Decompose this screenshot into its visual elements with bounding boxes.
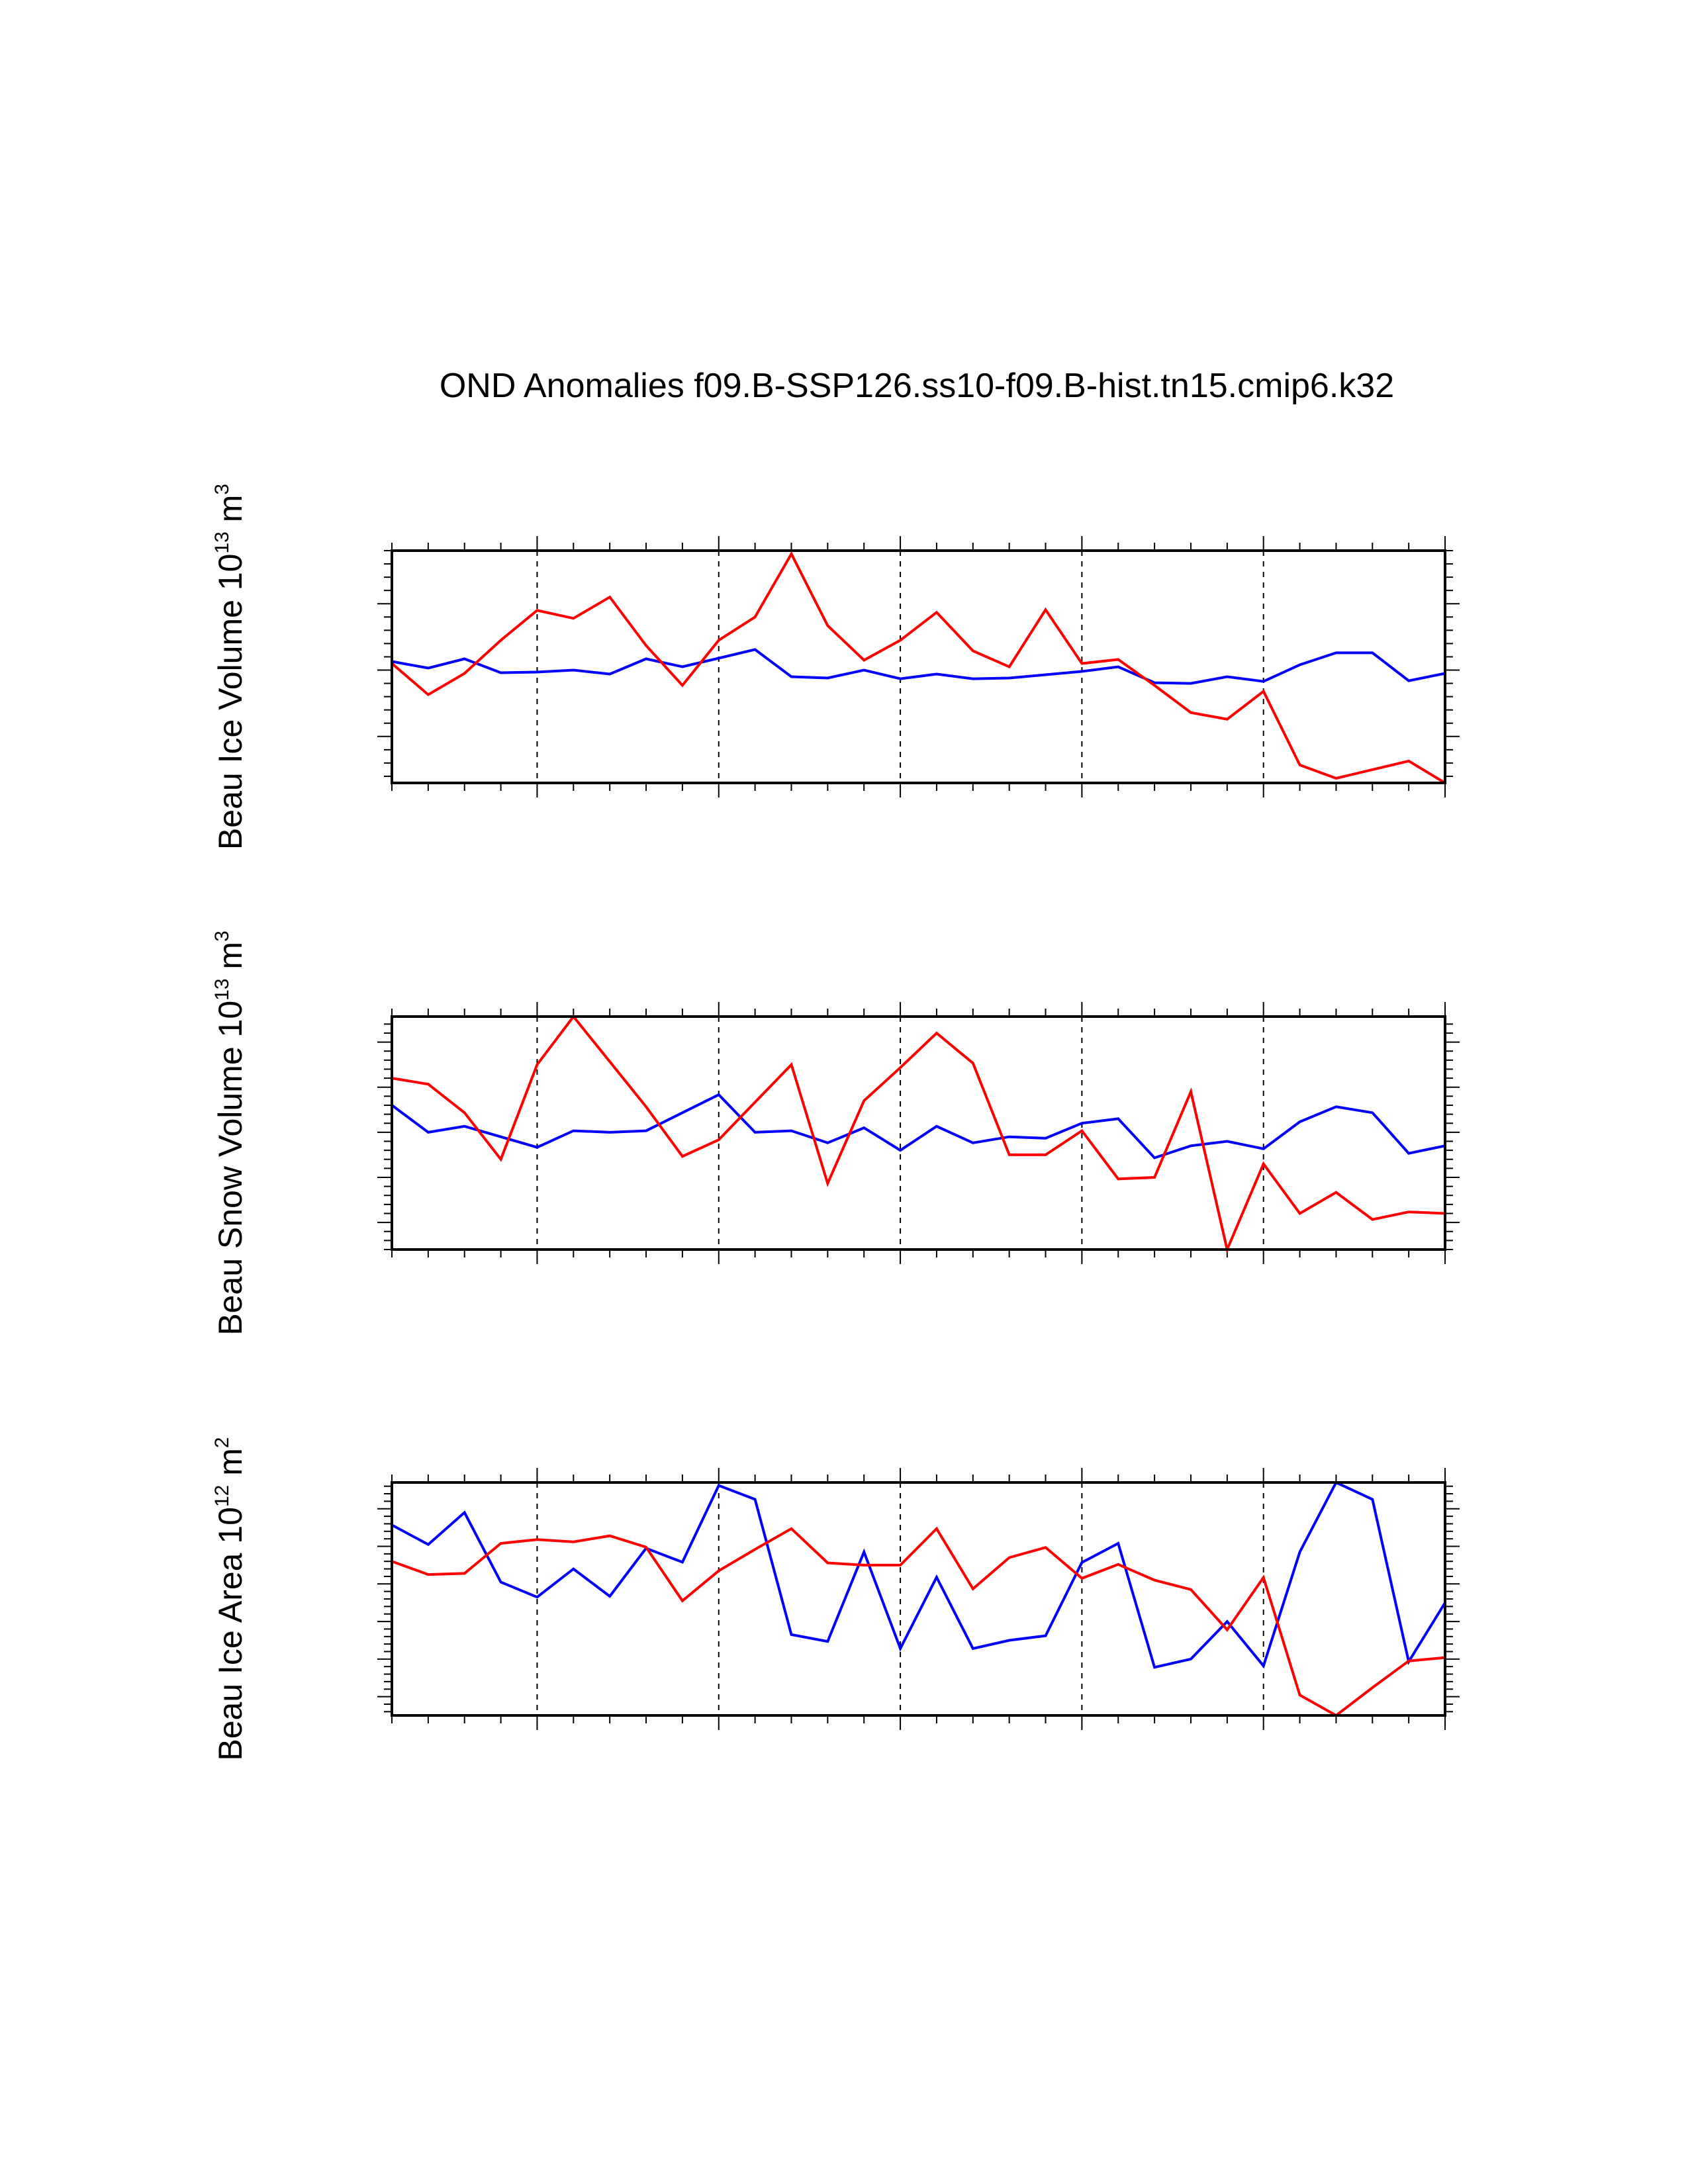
y-axis-label-main: Beau Ice Area 10 (212, 1507, 249, 1761)
chart-panel-2: Beau Snow Volume 1013 m3 (211, 931, 1460, 1336)
y-axis-label-unit: m (212, 495, 249, 532)
y-axis-label: Beau Snow Volume 1013 m3 (211, 931, 249, 1336)
y-axis-label: Beau Ice Area 1012 m2 (211, 1437, 249, 1760)
y-axis-label-exponent: 13 (211, 978, 233, 1000)
chart-panel-3: Beau Ice Area 1012 m2 (211, 1437, 1460, 1761)
plot-frame (391, 1481, 1446, 1717)
y-axis-label-exponent: 13 (211, 531, 233, 553)
plot-frame (391, 1015, 1446, 1251)
y-axis-label-main: Beau Ice Volume 10 (212, 554, 249, 850)
plot-frame (391, 549, 1446, 784)
y-axis-label: Beau Ice Volume 1013 m3 (211, 484, 249, 850)
y-axis-label-exponent: 12 (211, 1485, 233, 1507)
chart-panel-1: Beau Ice Volume 1013 m3 (211, 484, 1460, 850)
y-axis-label-unit: m (212, 942, 249, 979)
y-axis-label-unit: m (212, 1448, 249, 1485)
series-line-hist (391, 551, 1446, 784)
y-axis-label-main: Beau Snow Volume 10 (212, 1001, 249, 1336)
series-line-hist (391, 1014, 1446, 1254)
series-line-ssp (391, 1480, 1446, 1669)
y-axis-label-unit-exponent: 2 (211, 1437, 233, 1448)
figure-title: OND Anomalies f09.B-SSP126.ss10-f09.B-hi… (440, 367, 1394, 405)
series-line-ssp (391, 648, 1446, 685)
y-axis-label-unit-exponent: 3 (211, 484, 233, 495)
series-line-hist (391, 1526, 1446, 1717)
y-axis-label-unit-exponent: 3 (211, 931, 233, 942)
series-line-ssp (391, 1093, 1446, 1160)
